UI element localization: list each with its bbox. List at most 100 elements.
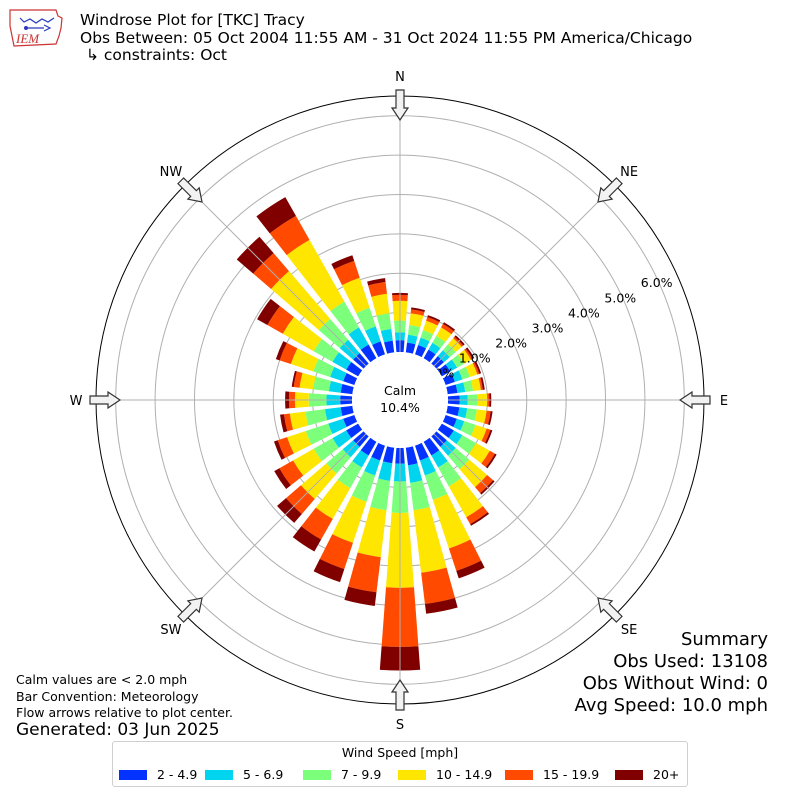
- windrose-bar-ebs-bin3: [474, 409, 487, 424]
- calm-circle: [352, 352, 448, 448]
- windrose-bar-sbe-bin2: [410, 480, 430, 511]
- windrose-bar-swbw-bin1: [332, 430, 352, 448]
- windrose-bar-ebs-bin1: [457, 407, 468, 419]
- windrose-bar-nbw-bin3: [371, 293, 390, 316]
- windrose-bar-sebs-bin2: [438, 461, 462, 487]
- compass-label-n: N: [395, 70, 405, 85]
- legend-item-20-plus: 20+: [615, 767, 679, 782]
- windrose-bar-ese-bin5: [485, 429, 493, 444]
- compass-spokes: [96, 96, 704, 704]
- windrose-bar-nebn-bin0: [423, 349, 436, 363]
- windrose-bar-sbe-bin1: [407, 463, 423, 483]
- windrose-bar-ssw-bin0: [371, 442, 385, 461]
- radial-tick-label: 4.0%: [568, 305, 600, 320]
- windrose-bar-nne-bin2: [420, 330, 434, 342]
- windrose-bar-nwbw-bin5: [257, 298, 280, 326]
- radial-tick-label: 1.0%: [459, 351, 491, 366]
- summary-title: Summary: [681, 629, 768, 650]
- windrose-bar-sebs-bin3: [448, 478, 483, 518]
- windrose-bar-ebn-bin1: [455, 382, 466, 393]
- compass-label-nw: NW: [160, 165, 183, 180]
- windrose-bar-ene-bin1: [451, 370, 463, 382]
- windrose-bar-nebe-bin3: [457, 349, 471, 364]
- windrose-bar-wnw-bin1: [330, 366, 347, 382]
- summary-obs-used: Obs Used: 13108: [613, 651, 768, 672]
- windrose-bar-sbw-bin3: [357, 506, 387, 558]
- windrose-bar-ssw-bin3: [332, 495, 367, 543]
- spoke-line: [433, 433, 616, 616]
- windrose-bar-sse-bin3: [432, 493, 471, 549]
- windrose-bar-wbn-bin2: [313, 376, 331, 392]
- windrose-bar-ene-bin4: [472, 362, 480, 375]
- windrose-bar-wsw-bin2: [305, 423, 333, 445]
- windrose-bar-swbs-bin2: [337, 461, 362, 489]
- windrose-bar-ese-bin3: [470, 424, 487, 442]
- compass-arrow-icon: [177, 177, 203, 203]
- summary-avg-speed: Avg Speed: 10.0 mph: [574, 695, 768, 716]
- legend-item-15-19: 15 - 19.9: [505, 767, 599, 782]
- summary-obs-without-wind: Obs Without Wind: 0: [582, 673, 768, 694]
- legend-item-10-14: 10 - 14.9: [398, 767, 492, 782]
- windrose-bar-sbw-bin4: [348, 552, 381, 593]
- legend-label: 5 - 6.9: [243, 767, 284, 782]
- legend-item-5-6: 5 - 6.9: [205, 767, 283, 782]
- windrose-bar-nbw-bin4: [368, 281, 387, 297]
- windrose-bar-wbn-bin1: [328, 380, 343, 393]
- windrose-bar-sebs-bin4: [466, 506, 488, 525]
- note-convention: Bar Convention: Meteorology: [16, 689, 199, 704]
- windrose-bar-nbw-bin0: [383, 340, 395, 354]
- windrose-bar-nwbw-bin3: [282, 317, 322, 352]
- windrose-bar-ese-bin4: [481, 428, 491, 443]
- windrose-bar-wbn-bin4: [293, 371, 303, 388]
- windrose-bar-nebe-bin0: [437, 364, 451, 377]
- windrose-bar-nne-bin5: [427, 315, 441, 322]
- windrose-bar-wbn-bin5: [291, 370, 297, 387]
- radial-tick-label: 3.0%: [532, 320, 564, 335]
- windrose-bar-nnw-bin1: [365, 326, 381, 345]
- radial-tick-label: 6.0%: [641, 275, 673, 290]
- windrose-bar-wnw-bin4: [279, 342, 298, 365]
- windrose-bar-sebs-bin0: [423, 437, 440, 456]
- windrose-bar-nwbn-bin4: [269, 215, 310, 256]
- legend-swatch: [505, 769, 533, 780]
- compass-arrow-icon: [89, 390, 122, 410]
- windrose-bar-sebs-bin1: [431, 450, 448, 468]
- windrose-bar-nne-bin1: [418, 337, 430, 349]
- windrose-bar-ebn-bin5: [480, 377, 485, 390]
- windrose-bar-nnw-bin0: [372, 341, 385, 358]
- calm-value: 10.4%: [380, 400, 420, 415]
- windrose-bar-nne-bin0: [415, 345, 427, 358]
- windrose-bar-ene-bin3: [465, 363, 478, 377]
- windrose-bar-nbe-bin4: [410, 309, 425, 316]
- windrose-bar-nebn-bin5: [442, 322, 456, 332]
- generated-date: Generated: 03 Jun 2025: [16, 720, 220, 740]
- windrose-bar-wnw-bin5: [275, 341, 287, 361]
- calm-label: Calm: [384, 383, 416, 398]
- windrose-bar-sbe-bin4: [421, 567, 456, 605]
- windrose-bar-wbs-bin2: [305, 409, 328, 426]
- windrose-bar-sse-bin4: [448, 539, 482, 571]
- legend-label: 20+: [653, 767, 680, 782]
- windrose-bar-ene-bin5: [474, 361, 482, 374]
- windrose-bar-swbs-bin0: [360, 437, 377, 456]
- windrose-bar-sbw-bin5: [344, 586, 377, 606]
- windrose-bar-wbn-bin3: [299, 372, 316, 390]
- legend-title: Wind Speed [mph]: [341, 745, 459, 760]
- windrose-bar-nbe-bin1: [407, 334, 418, 345]
- windrose-bar-ese-bin1: [453, 418, 465, 431]
- windrose-bar-nnw-bin5: [331, 255, 355, 270]
- windrose-bar-nwbn-bin1: [348, 327, 369, 350]
- compass-label-se: SE: [621, 623, 637, 638]
- chart-title: Windrose Plot for [TKC] Tracy: [80, 11, 305, 29]
- windrose-bar-wbs-bin5: [280, 414, 288, 433]
- windrose-bar-nebn-bin4: [441, 323, 454, 335]
- windrose-bar-swbw-bin5: [274, 468, 291, 490]
- legend-label: 15 - 19.9: [543, 767, 600, 782]
- windrose-bar-sbe-bin0: [405, 446, 418, 466]
- windrose-bar-ssw-bin4: [319, 534, 353, 570]
- windrose-bar-ssw-bin1: [364, 456, 381, 476]
- windrose-bar-ebn-bin2: [463, 380, 474, 393]
- windrose-bar-ebn-bin0: [446, 384, 458, 395]
- legend-swatch: [205, 769, 233, 780]
- windrose-bar-nwbn-bin5: [256, 197, 296, 234]
